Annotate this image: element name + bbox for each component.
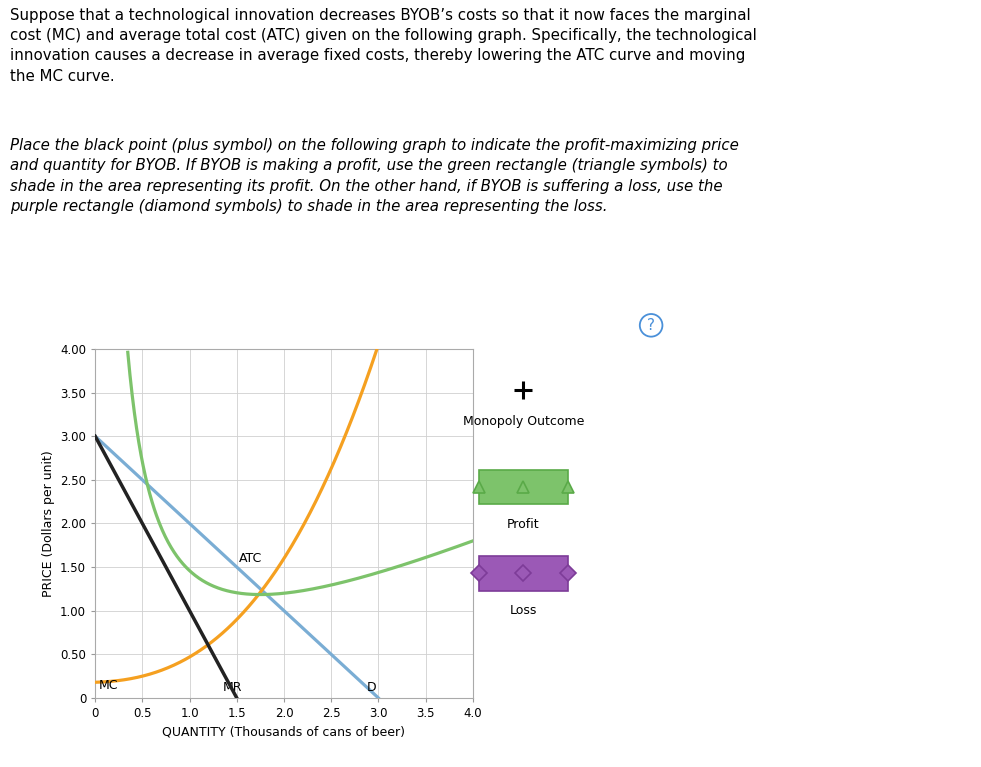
Text: MC: MC [99, 680, 119, 693]
Text: D: D [367, 681, 377, 694]
Y-axis label: PRICE (Dollars per unit): PRICE (Dollars per unit) [41, 450, 55, 597]
Text: Suppose that a technological innovation decreases BYOB’s costs so that it now fa: Suppose that a technological innovation … [10, 8, 756, 84]
Bar [479, 469, 568, 505]
Text: MR: MR [223, 681, 242, 694]
Text: ?: ? [647, 318, 655, 333]
Bar [479, 556, 568, 591]
Text: ATC: ATC [238, 552, 262, 565]
Text: Loss: Loss [510, 604, 537, 617]
Text: Profit: Profit [507, 518, 540, 531]
X-axis label: QUANTITY (Thousands of cans of beer): QUANTITY (Thousands of cans of beer) [163, 726, 405, 739]
Text: Monopoly Outcome: Monopoly Outcome [463, 414, 584, 427]
Text: Place the black point (plus symbol) on the following graph to indicate the profi: Place the black point (plus symbol) on t… [10, 138, 739, 214]
